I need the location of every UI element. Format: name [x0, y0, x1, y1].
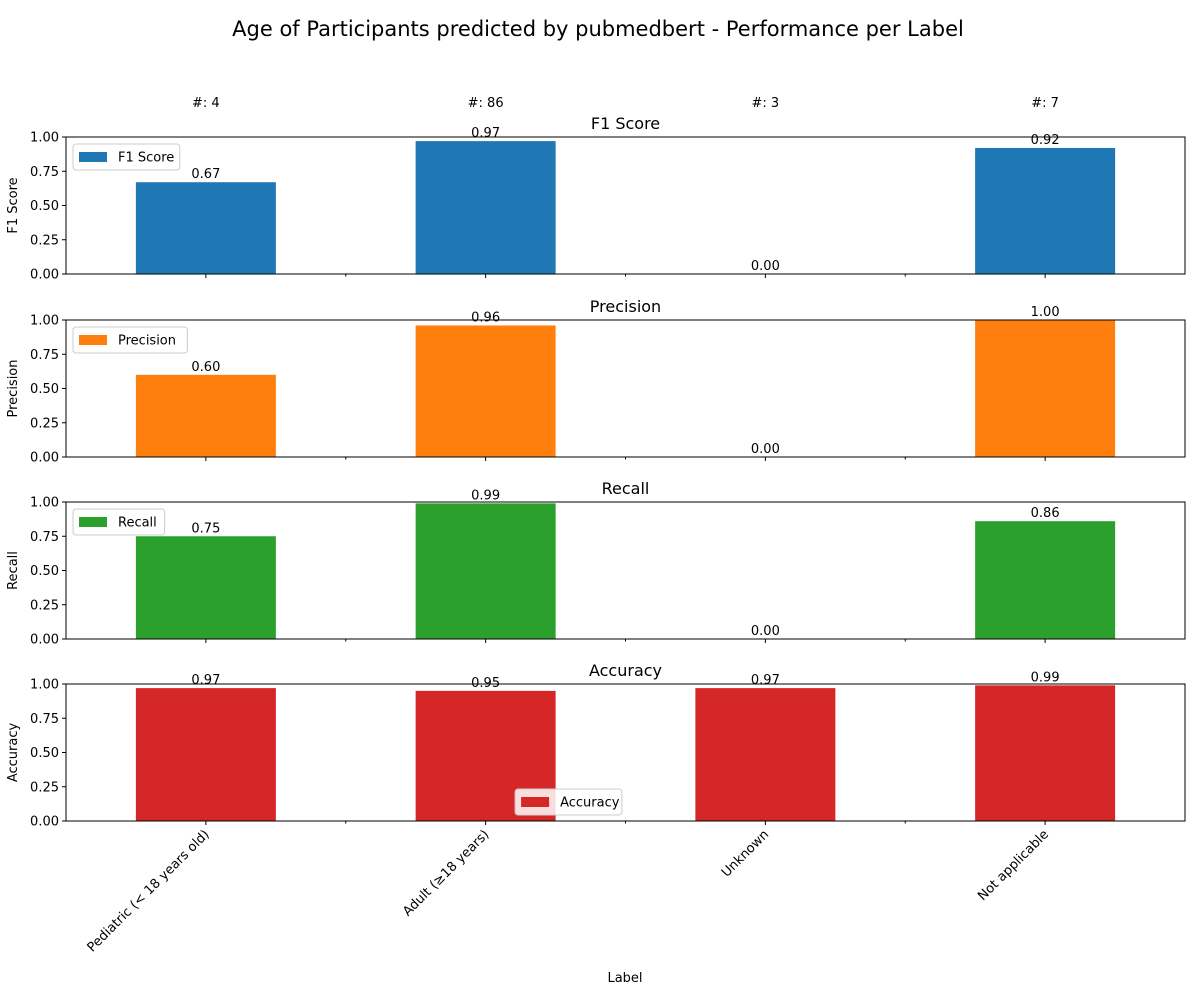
- bar: [695, 688, 835, 821]
- data-label: 0.00: [751, 442, 780, 457]
- bar: [136, 688, 276, 821]
- legend: Accuracy: [515, 789, 622, 815]
- bar: [975, 148, 1115, 274]
- y-tick-label: 0.00: [30, 451, 59, 466]
- legend-swatch: [521, 797, 549, 807]
- data-label: 1.00: [1031, 305, 1060, 320]
- legend-label: F1 Score: [118, 151, 174, 166]
- data-label: 0.00: [751, 624, 780, 639]
- sample-count-label: #: 3: [752, 96, 780, 111]
- bar: [975, 521, 1115, 639]
- y-tick-label: 0.25: [30, 780, 59, 795]
- subplot-f1-score: 0.00 0.25 0.50 0.75 1.00 0.67 0.97 0.00 0.92 F1 S…: [6, 114, 1185, 283]
- legend-swatch: [79, 335, 107, 345]
- x-tick-label: Adult (≥18 years): [400, 827, 492, 919]
- y-axis-label: Accuracy: [6, 723, 21, 783]
- y-tick-label: 0.25: [30, 416, 59, 431]
- y-tick-label: 0.75: [30, 712, 59, 727]
- x-axis-label: Label: [607, 971, 642, 986]
- y-tick-label: 1.00: [30, 496, 59, 511]
- bar: [416, 141, 556, 274]
- data-label: 0.86: [1031, 506, 1060, 521]
- y-axis-label: Recall: [6, 551, 21, 590]
- y-tick-label: 1.00: [30, 314, 59, 329]
- y-tick-label: 0.25: [30, 598, 59, 613]
- chart-title: Age of Participants predicted by pubmedb…: [232, 17, 964, 41]
- legend: F1 Score: [73, 144, 180, 170]
- legend-label: Precision: [118, 334, 176, 349]
- bar: [136, 182, 276, 274]
- legend-label: Recall: [118, 516, 157, 531]
- subplot-title: F1 Score: [591, 114, 660, 133]
- data-label: 0.97: [751, 673, 780, 688]
- data-label: 0.97: [471, 126, 500, 141]
- subplot-precision: 0.00 0.25 0.50 0.75 1.00 0.60 0.96 0.00 1.00 Prec…: [6, 297, 1185, 466]
- y-tick-label: 0.00: [30, 815, 59, 830]
- sample-count-label: #: 86: [468, 96, 504, 111]
- data-label: 0.60: [191, 360, 220, 375]
- y-tick-label: 0.75: [30, 165, 59, 180]
- data-label: 0.92: [1031, 133, 1060, 148]
- bar: [416, 325, 556, 457]
- y-tick-label: 0.00: [30, 268, 59, 283]
- data-label: 0.99: [471, 488, 500, 503]
- y-tick-label: 0.50: [30, 199, 59, 214]
- y-axis-label: F1 Score: [6, 177, 21, 233]
- bar: [975, 685, 1115, 821]
- subplot-title: Accuracy: [589, 661, 662, 680]
- y-tick-label: 0.00: [30, 633, 59, 648]
- bar: [136, 375, 276, 457]
- data-label: 0.00: [751, 259, 780, 274]
- x-tick-label: Not applicable: [975, 827, 1052, 904]
- data-label: 0.67: [191, 167, 220, 182]
- y-tick-label: 1.00: [30, 131, 59, 146]
- legend-swatch: [79, 152, 107, 162]
- data-label: 0.97: [191, 673, 220, 688]
- subplot-title: Precision: [590, 297, 661, 316]
- data-label: 0.96: [471, 310, 500, 325]
- y-tick-label: 0.50: [30, 382, 59, 397]
- legend-label: Accuracy: [560, 796, 620, 811]
- legend: Recall: [73, 509, 165, 535]
- data-label: 0.99: [1031, 670, 1060, 685]
- subplot-title: Recall: [602, 479, 650, 498]
- legend: Precision: [73, 327, 187, 353]
- y-tick-label: 1.00: [30, 678, 59, 693]
- subplot-accuracy: 0.00 0.25 0.50 0.75 1.00 0.97 0.95 0.97 0.99 Accu…: [6, 661, 1185, 955]
- sample-count-label: #: 4: [192, 96, 220, 111]
- data-label: 0.75: [191, 521, 220, 536]
- y-tick-label: 0.75: [30, 530, 59, 545]
- legend-swatch: [79, 517, 107, 527]
- y-tick-label: 0.50: [30, 746, 59, 761]
- y-tick-label: 0.50: [30, 564, 59, 579]
- sample-count-label: #: 7: [1031, 96, 1059, 111]
- bar: [136, 536, 276, 639]
- y-axis-label: Precision: [6, 359, 21, 417]
- bar: [416, 503, 556, 639]
- x-tick-label: Unknown: [719, 827, 772, 880]
- bar: [975, 320, 1115, 457]
- y-tick-label: 0.25: [30, 233, 59, 248]
- data-label: 0.95: [471, 676, 500, 691]
- subplot-recall: 0.00 0.25 0.50 0.75 1.00 0.75 0.99 0.00 0.86 Reca…: [6, 479, 1185, 648]
- x-tick-label: Pediatric (< 18 years old): [85, 827, 213, 955]
- y-tick-label: 0.75: [30, 348, 59, 363]
